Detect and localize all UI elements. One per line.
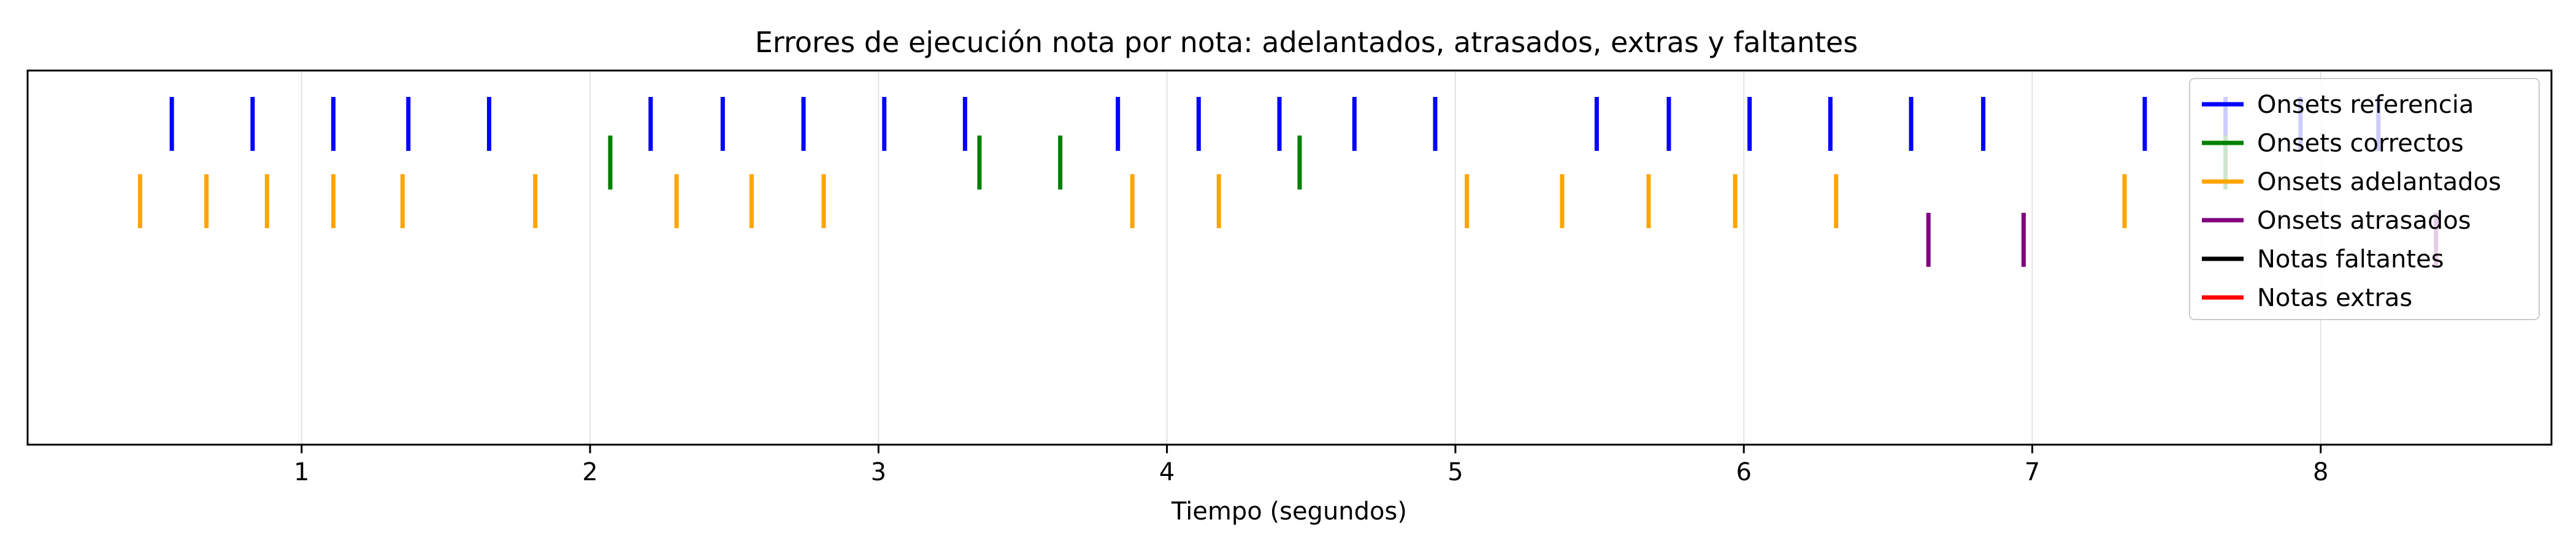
grid [301, 71, 2321, 445]
x-axis-label: Tiempo (segundos) [1171, 497, 1407, 526]
legend-label: Onsets referencia [2257, 91, 2474, 119]
x-tick-label: 2 [582, 458, 597, 486]
x-tick-label: 6 [1736, 458, 1751, 486]
event-marks [137, 97, 2439, 267]
plot-frame [26, 69, 2553, 446]
legend-label: Notas extras [2257, 284, 2412, 312]
series-0 [169, 97, 2381, 151]
series-2 [137, 174, 2127, 228]
legend-label: Onsets adelantados [2257, 168, 2501, 196]
legend: Onsets referencia Onsets correctos Onsets … [2189, 78, 2540, 320]
x-tick-label: 5 [1447, 458, 1463, 486]
legend-box [2189, 78, 2540, 320]
x-tick-label: 4 [1159, 458, 1175, 486]
x-tick-label: 1 [294, 458, 309, 486]
legend-label: Onsets atrasados [2257, 207, 2471, 235]
x-axis-ticks: 1 2 3 4 5 6 7 8 [294, 445, 2328, 486]
x-tick-label: 7 [2025, 458, 2040, 486]
legend-label: Notas faltantes [2257, 245, 2444, 274]
chart-title: Errores de ejecución nota por nota: adel… [755, 26, 1858, 59]
x-tick-label: 8 [2313, 458, 2328, 486]
legend-label: Onsets correctos [2257, 129, 2464, 158]
x-tick-label: 3 [871, 458, 886, 486]
